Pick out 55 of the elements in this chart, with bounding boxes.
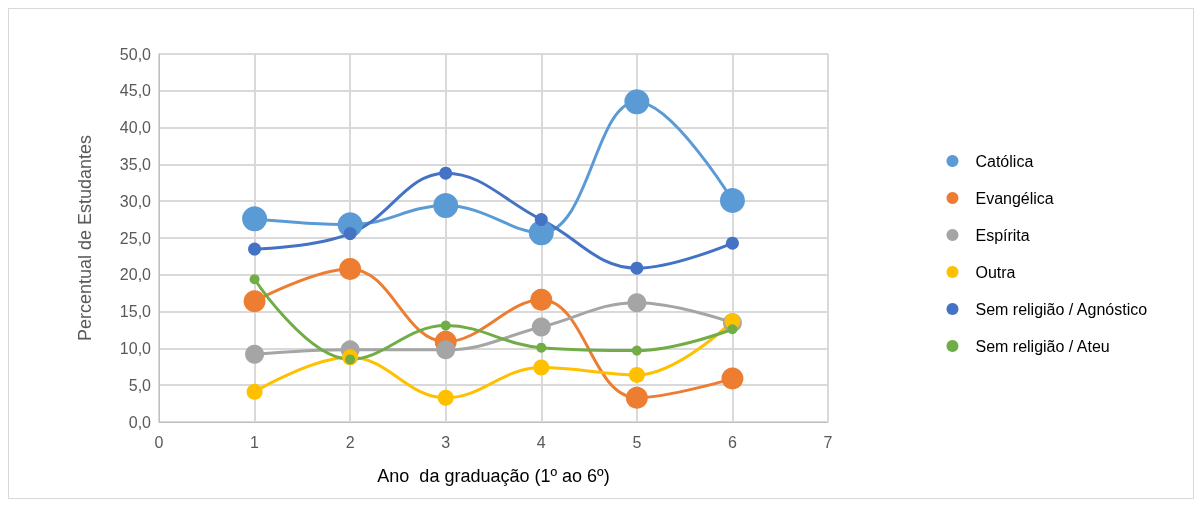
legend-label: Católica [975,152,1034,170]
x-tick-label: 5 [632,433,642,451]
x-tick-label: 7 [823,433,833,451]
legend-label: Evangélica [975,189,1054,207]
point [440,320,451,331]
point [725,236,739,250]
point [243,290,266,313]
point [534,213,548,227]
x-tick-label: 2 [345,433,355,451]
legend-label: Outra [975,263,1016,281]
y-tick-label: 35,0 [119,155,152,173]
point [631,345,642,356]
point [627,293,647,313]
x-tick-label: 1 [250,433,260,451]
point [339,257,362,280]
point [249,274,260,285]
y-tick-label: 45,0 [119,82,152,100]
y-tick-label: 5,0 [128,376,152,394]
legend-label: Sem religião / Ateu [975,337,1110,355]
y-tick-label: 50,0 [119,45,152,63]
x-tick-label: 6 [727,433,737,451]
point [536,342,547,353]
point [719,187,745,213]
point [628,366,645,383]
point [437,389,454,406]
y-tick-label: 10,0 [119,339,152,357]
x-tick-label: 0 [154,433,164,451]
point [727,324,738,335]
y-tick-label: 20,0 [119,266,152,284]
point [630,261,644,275]
point [343,227,357,241]
y-tick-label: 25,0 [119,229,152,247]
y-tick-label: 0,0 [128,413,152,431]
point [245,344,265,364]
x-tick-label: 4 [536,433,546,451]
x-axis-title: Ano da graduação (1º ao 6º) [377,466,610,486]
point [721,367,744,390]
point [531,317,551,337]
point [530,288,553,311]
point [436,340,456,360]
point [533,359,550,376]
point [624,89,650,115]
point [246,383,263,400]
point [625,386,648,409]
legend-label: Sem religião / Agnóstico [975,300,1148,318]
y-tick-label: 15,0 [119,303,152,321]
point [248,242,262,256]
point [242,206,268,232]
legend-label: Espírita [975,226,1030,244]
point [439,166,453,180]
x-tick-label: 3 [441,433,451,451]
y-axis-title: Percentual de Estudantes [75,134,95,342]
y-tick-label: 40,0 [119,119,152,137]
point [433,193,459,219]
y-tick-label: 30,0 [119,192,152,210]
